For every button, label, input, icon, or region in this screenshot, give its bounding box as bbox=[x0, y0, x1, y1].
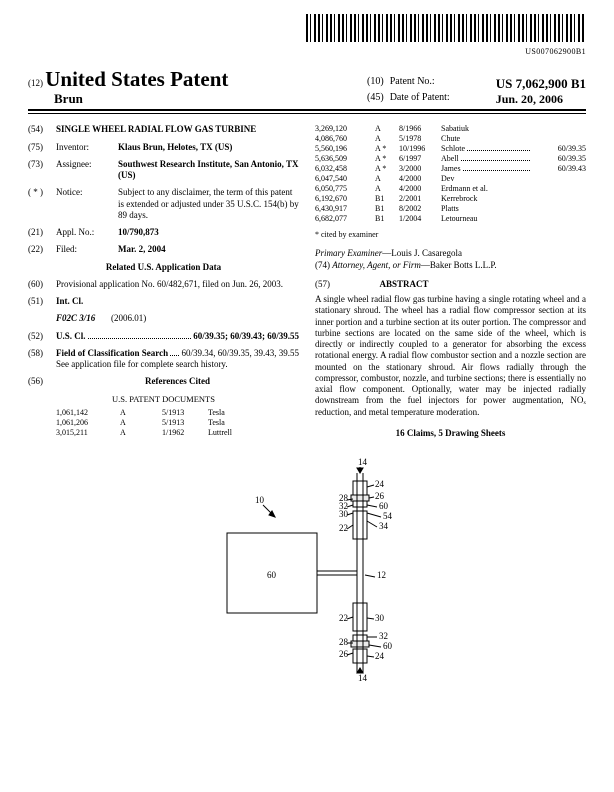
barcode-block: US007062900B1 bbox=[306, 14, 586, 57]
focs-label: Field of Classification Search bbox=[56, 348, 168, 359]
assignee-value: Southwest Research Institute, San Antoni… bbox=[118, 159, 299, 182]
ref-row: 1,061,206A5/1913Tesla bbox=[56, 418, 299, 428]
uscl-code: (52) bbox=[28, 331, 56, 342]
left-column: (54) SINGLE WHEEL RADIAL FLOW GAS TURBIN… bbox=[28, 124, 299, 439]
filed-code: (22) bbox=[28, 244, 56, 255]
patno-label: Patent No.: bbox=[390, 76, 490, 92]
filed-value: Mar. 2, 2004 bbox=[118, 244, 299, 255]
citation-row: 6,192,670B1 2/2001Kerrebrock bbox=[315, 194, 586, 204]
svg-text:60: 60 bbox=[383, 641, 393, 651]
barcode-number: US007062900B1 bbox=[306, 47, 586, 57]
focs-value: 60/39.34, 60/39.35, 39.43, 39.55 bbox=[181, 348, 299, 359]
invention-title: SINGLE WHEEL RADIAL FLOW GAS TURBINE bbox=[56, 124, 299, 135]
svg-text:32: 32 bbox=[379, 631, 388, 641]
svg-text:30: 30 bbox=[375, 613, 385, 623]
citation-row: 5,560,196A *10/1996Schlote60/39.35 bbox=[315, 144, 586, 154]
appl-label: Appl. No.: bbox=[56, 227, 118, 238]
body-columns: (54) SINGLE WHEEL RADIAL FLOW GAS TURBIN… bbox=[28, 124, 586, 439]
header-code: (12) bbox=[28, 78, 43, 88]
prov-code: (60) bbox=[28, 279, 56, 290]
svg-text:14: 14 bbox=[358, 457, 368, 467]
header-row: (12) United States Patent Brun (10) Pate… bbox=[28, 68, 586, 111]
svg-text:26: 26 bbox=[375, 491, 385, 501]
abstract-text: A single wheel radial flow gas turbine h… bbox=[315, 294, 586, 418]
svg-text:54: 54 bbox=[383, 511, 393, 521]
svg-text:22: 22 bbox=[339, 613, 348, 623]
attorney-label: Attorney, Agent, or Firm bbox=[332, 260, 421, 270]
patno-code: (10) bbox=[367, 76, 384, 92]
examiner-label: Primary Examiner bbox=[315, 248, 382, 258]
examiner-value: —Louis J. Casaregola bbox=[382, 248, 462, 258]
notice-label: Notice: bbox=[56, 187, 118, 221]
related-head: Related U.S. Application Data bbox=[28, 262, 299, 273]
intcl-class: F02C 3/16 bbox=[56, 313, 95, 323]
barcode-graphic bbox=[306, 14, 586, 42]
inventor-code: (75) bbox=[28, 142, 56, 153]
patno-value: US 7,062,900 B1 bbox=[496, 76, 586, 92]
cited-note: * cited by examiner bbox=[315, 230, 586, 240]
inventor-value: Klaus Brun, Helotes, TX (US) bbox=[118, 142, 299, 153]
date-value: Jun. 20, 2006 bbox=[496, 92, 563, 107]
refs-head: References Cited bbox=[56, 376, 299, 387]
date-code: (45) bbox=[367, 92, 384, 107]
focs-note: See application file for complete search… bbox=[56, 359, 299, 370]
prov-value: Provisional application No. 60/482,671, … bbox=[56, 279, 299, 290]
svg-text:26: 26 bbox=[339, 649, 349, 659]
svg-text:10: 10 bbox=[255, 495, 265, 505]
citation-row: 3,269,120A 8/1966Sabatiuk bbox=[315, 124, 586, 134]
uscl-label: U.S. Cl. bbox=[56, 331, 86, 342]
focs-code: (58) bbox=[28, 348, 56, 371]
attorney-value: —Baker Botts L.L.P. bbox=[421, 260, 497, 270]
abstract-code: (57) bbox=[315, 279, 330, 289]
svg-text:24: 24 bbox=[375, 651, 385, 661]
uscl-value: 60/39.35; 60/39.43; 60/39.55 bbox=[193, 331, 299, 342]
svg-text:24: 24 bbox=[375, 479, 385, 489]
ref-row: 1,061,142A5/1913Tesla bbox=[56, 408, 299, 418]
svg-text:28: 28 bbox=[339, 637, 349, 647]
svg-text:14: 14 bbox=[358, 673, 368, 683]
citation-row: 6,050,775A 4/2000Erdmann et al. bbox=[315, 184, 586, 194]
right-column: 3,269,120A 8/1966Sabatiuk4,086,760A 5/19… bbox=[315, 124, 586, 439]
svg-text:60: 60 bbox=[379, 501, 389, 511]
citation-row: 6,047,540A 4/2000Dev bbox=[315, 174, 586, 184]
citation-row: 6,682,077B1 1/2004Letourneau bbox=[315, 214, 586, 224]
svg-text:34: 34 bbox=[379, 521, 389, 531]
svg-text:12: 12 bbox=[377, 570, 386, 580]
abstract-head: ABSTRACT bbox=[380, 279, 429, 289]
appl-code: (21) bbox=[28, 227, 56, 238]
svg-text:30: 30 bbox=[339, 509, 349, 519]
assignee-code: (73) bbox=[28, 159, 56, 182]
intcl-label: Int. Cl. bbox=[56, 296, 299, 307]
citation-row: 4,086,760A 5/1978Chute bbox=[315, 134, 586, 144]
filed-label: Filed: bbox=[56, 244, 118, 255]
header-author: Brun bbox=[54, 91, 228, 107]
notice-value: Subject to any disclaimer, the term of t… bbox=[118, 187, 299, 221]
ref-row: 3,015,211A1/1962Luttrell bbox=[56, 428, 299, 438]
inventor-label: Inventor: bbox=[56, 142, 118, 153]
refs-code: (56) bbox=[28, 376, 56, 387]
attorney-code: (74) bbox=[315, 260, 330, 270]
intcl-code: (51) bbox=[28, 296, 56, 307]
header-country: United States Patent bbox=[45, 67, 228, 91]
notice-code: ( * ) bbox=[28, 187, 56, 221]
citation-row: 5,636,509A *6/1997Abell60/39.35 bbox=[315, 154, 586, 164]
claims-line: 16 Claims, 5 Drawing Sheets bbox=[315, 428, 586, 439]
appl-value: 10/790,873 bbox=[118, 227, 299, 238]
intcl-year: (2006.01) bbox=[111, 313, 146, 323]
title-code: (54) bbox=[28, 124, 56, 135]
assignee-label: Assignee: bbox=[56, 159, 118, 182]
citation-row: 6,032,458A *3/2000James60/39.43 bbox=[315, 164, 586, 174]
refs-sub: U.S. PATENT DOCUMENTS bbox=[28, 394, 299, 405]
fig-label: 60 bbox=[267, 570, 277, 580]
citation-row: 6,430,917B1 8/2002Platts bbox=[315, 204, 586, 214]
svg-text:22: 22 bbox=[339, 523, 348, 533]
patent-figure: 60 12 14 14 24 bbox=[28, 453, 586, 686]
date-label: Date of Patent: bbox=[390, 92, 490, 107]
